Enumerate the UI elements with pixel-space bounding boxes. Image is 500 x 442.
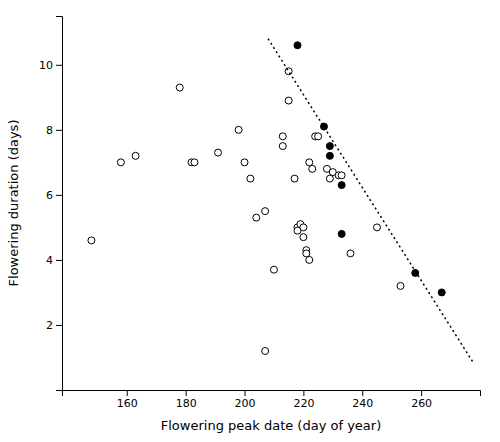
point xyxy=(338,230,345,237)
tick: 8 xyxy=(46,124,62,137)
tick: 240 xyxy=(352,390,373,410)
tick-mark xyxy=(56,325,62,326)
point xyxy=(176,84,183,91)
point xyxy=(373,224,380,231)
axis-line xyxy=(63,391,481,397)
point xyxy=(326,152,333,159)
point xyxy=(215,149,222,156)
point xyxy=(117,159,124,166)
tick-mark xyxy=(245,390,246,396)
point xyxy=(191,159,198,166)
point xyxy=(132,152,139,159)
point xyxy=(270,266,277,273)
y-axis: 2 4 6 8 10 xyxy=(39,17,63,391)
point xyxy=(300,234,307,241)
point xyxy=(397,282,404,289)
point xyxy=(303,250,310,257)
tick-mark xyxy=(303,390,304,396)
point xyxy=(412,269,419,276)
tick: 200 xyxy=(235,390,256,410)
tick-mark xyxy=(56,130,62,131)
tick-label: 2 xyxy=(46,319,53,332)
tick: 10 xyxy=(39,59,62,72)
tick: 160 xyxy=(117,390,138,410)
point xyxy=(262,347,269,354)
point xyxy=(285,97,292,104)
tick-label: 240 xyxy=(352,397,373,410)
tick-mark xyxy=(186,390,187,396)
point xyxy=(306,159,313,166)
point xyxy=(253,214,260,221)
tick: 260 xyxy=(411,390,432,410)
point xyxy=(326,143,333,150)
line xyxy=(268,39,474,364)
y-axis-title: Flowering duration (days) xyxy=(6,120,21,287)
point xyxy=(315,133,322,140)
point xyxy=(279,133,286,140)
marks xyxy=(88,39,474,364)
point xyxy=(326,175,333,182)
point xyxy=(300,224,307,231)
tick: 4 xyxy=(46,254,62,267)
series xyxy=(88,68,404,355)
tick-label: 200 xyxy=(235,397,256,410)
series xyxy=(268,39,474,364)
point xyxy=(309,165,316,172)
tick-mark xyxy=(56,195,62,196)
tick-mark xyxy=(56,260,62,261)
tick: 6 xyxy=(46,189,62,202)
plot: 160 180 200 220 240 260 2 4 6 8 10 Flowering peak d… xyxy=(6,17,481,434)
point xyxy=(262,208,269,215)
point xyxy=(294,42,301,49)
chart: 160 180 200 220 240 260 2 4 6 8 10 Flowering peak d… xyxy=(0,0,500,442)
tick-label: 10 xyxy=(39,59,53,72)
tick: 180 xyxy=(176,390,197,410)
tick-mark xyxy=(127,390,128,396)
point xyxy=(338,182,345,189)
tick-mark xyxy=(421,390,422,396)
tick: 220 xyxy=(293,390,314,410)
point xyxy=(235,126,242,133)
axis-line xyxy=(56,17,63,391)
tick-label: 220 xyxy=(293,397,314,410)
series xyxy=(294,42,445,296)
point xyxy=(279,143,286,150)
point xyxy=(338,172,345,179)
x-axis: 160 180 200 220 240 260 xyxy=(63,390,481,410)
point xyxy=(347,250,354,257)
tick-label: 8 xyxy=(46,124,53,137)
point xyxy=(285,68,292,75)
tick-mark xyxy=(362,390,363,396)
chart-container: 160 180 200 220 240 260 2 4 6 8 10 Flowering peak d… xyxy=(0,0,500,442)
tick-label: 180 xyxy=(176,397,197,410)
tick: 2 xyxy=(46,319,62,332)
point xyxy=(88,237,95,244)
point xyxy=(438,289,445,296)
tick-label: 6 xyxy=(46,189,53,202)
point xyxy=(241,159,248,166)
point xyxy=(291,175,298,182)
tick-mark xyxy=(56,65,62,66)
tick-label: 160 xyxy=(117,397,138,410)
point xyxy=(247,175,254,182)
tick-label: 4 xyxy=(46,254,53,267)
point xyxy=(306,256,313,263)
tick-label: 260 xyxy=(411,397,432,410)
x-axis-title: Flowering peak date (day of year) xyxy=(161,418,381,433)
